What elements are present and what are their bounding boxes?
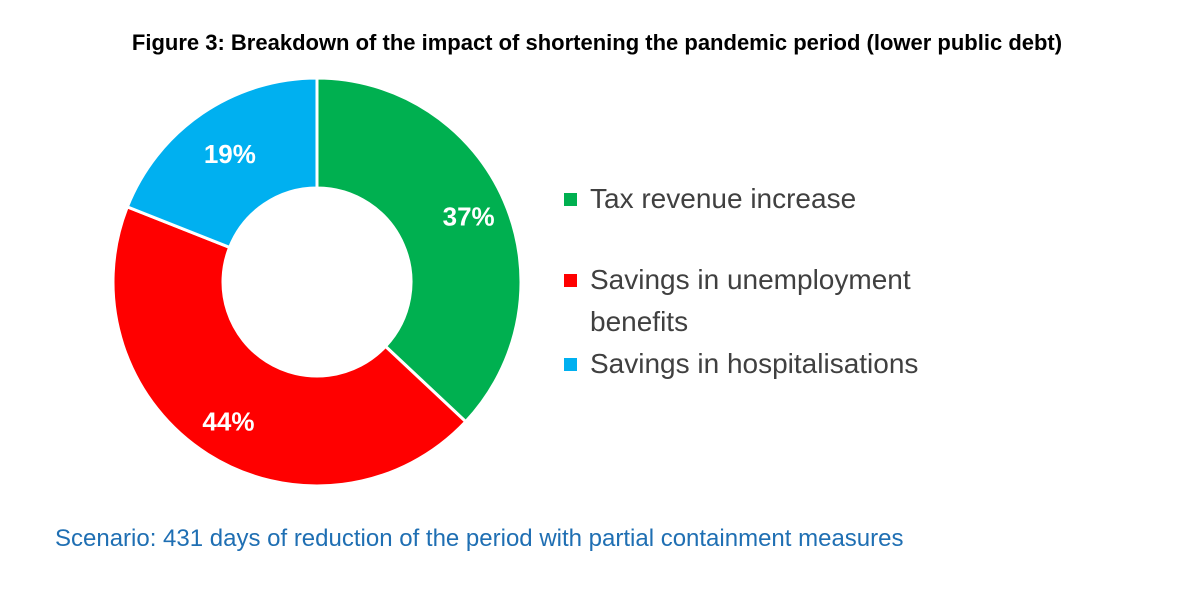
scenario-note: Scenario: 431 days of reduction of the p… <box>55 525 904 552</box>
donut-slice-unemployment-benefits <box>111 204 468 488</box>
legend-swatch-tax-revenue <box>564 193 577 206</box>
donut-slices <box>111 76 523 488</box>
donut-slice-tax-revenue <box>315 76 523 424</box>
chart-legend: Tax revenue increase Savings in unemploy… <box>564 178 984 385</box>
legend-item-hospitalisations: Savings in hospitalisations <box>564 343 984 385</box>
donut-labels: 37% 44% 19% <box>202 139 494 437</box>
chart-title: Figure 3: Breakdown of the impact of sho… <box>131 30 1063 55</box>
donut-chart: 37% 44% 19% <box>111 76 523 488</box>
legend-label-tax-revenue: Tax revenue increase <box>590 183 857 214</box>
legend-item-unemployment-benefits: Savings in unemployment benefits <box>564 259 984 343</box>
legend-item-tax-revenue: Tax revenue increase <box>564 178 984 220</box>
legend-swatch-hospitalisations <box>564 358 577 371</box>
data-label-hospitalisations: 19% <box>204 139 256 169</box>
legend-label-unemployment-benefits: Savings in unemployment benefits <box>590 264 911 337</box>
legend-swatch-unemployment-benefits <box>564 274 577 287</box>
data-label-tax-revenue: 37% <box>443 201 495 231</box>
donut-slice-hospitalisations <box>125 76 319 250</box>
legend-label-hospitalisations: Savings in hospitalisations <box>590 348 919 379</box>
data-label-unemployment-benefits: 44% <box>202 407 254 437</box>
